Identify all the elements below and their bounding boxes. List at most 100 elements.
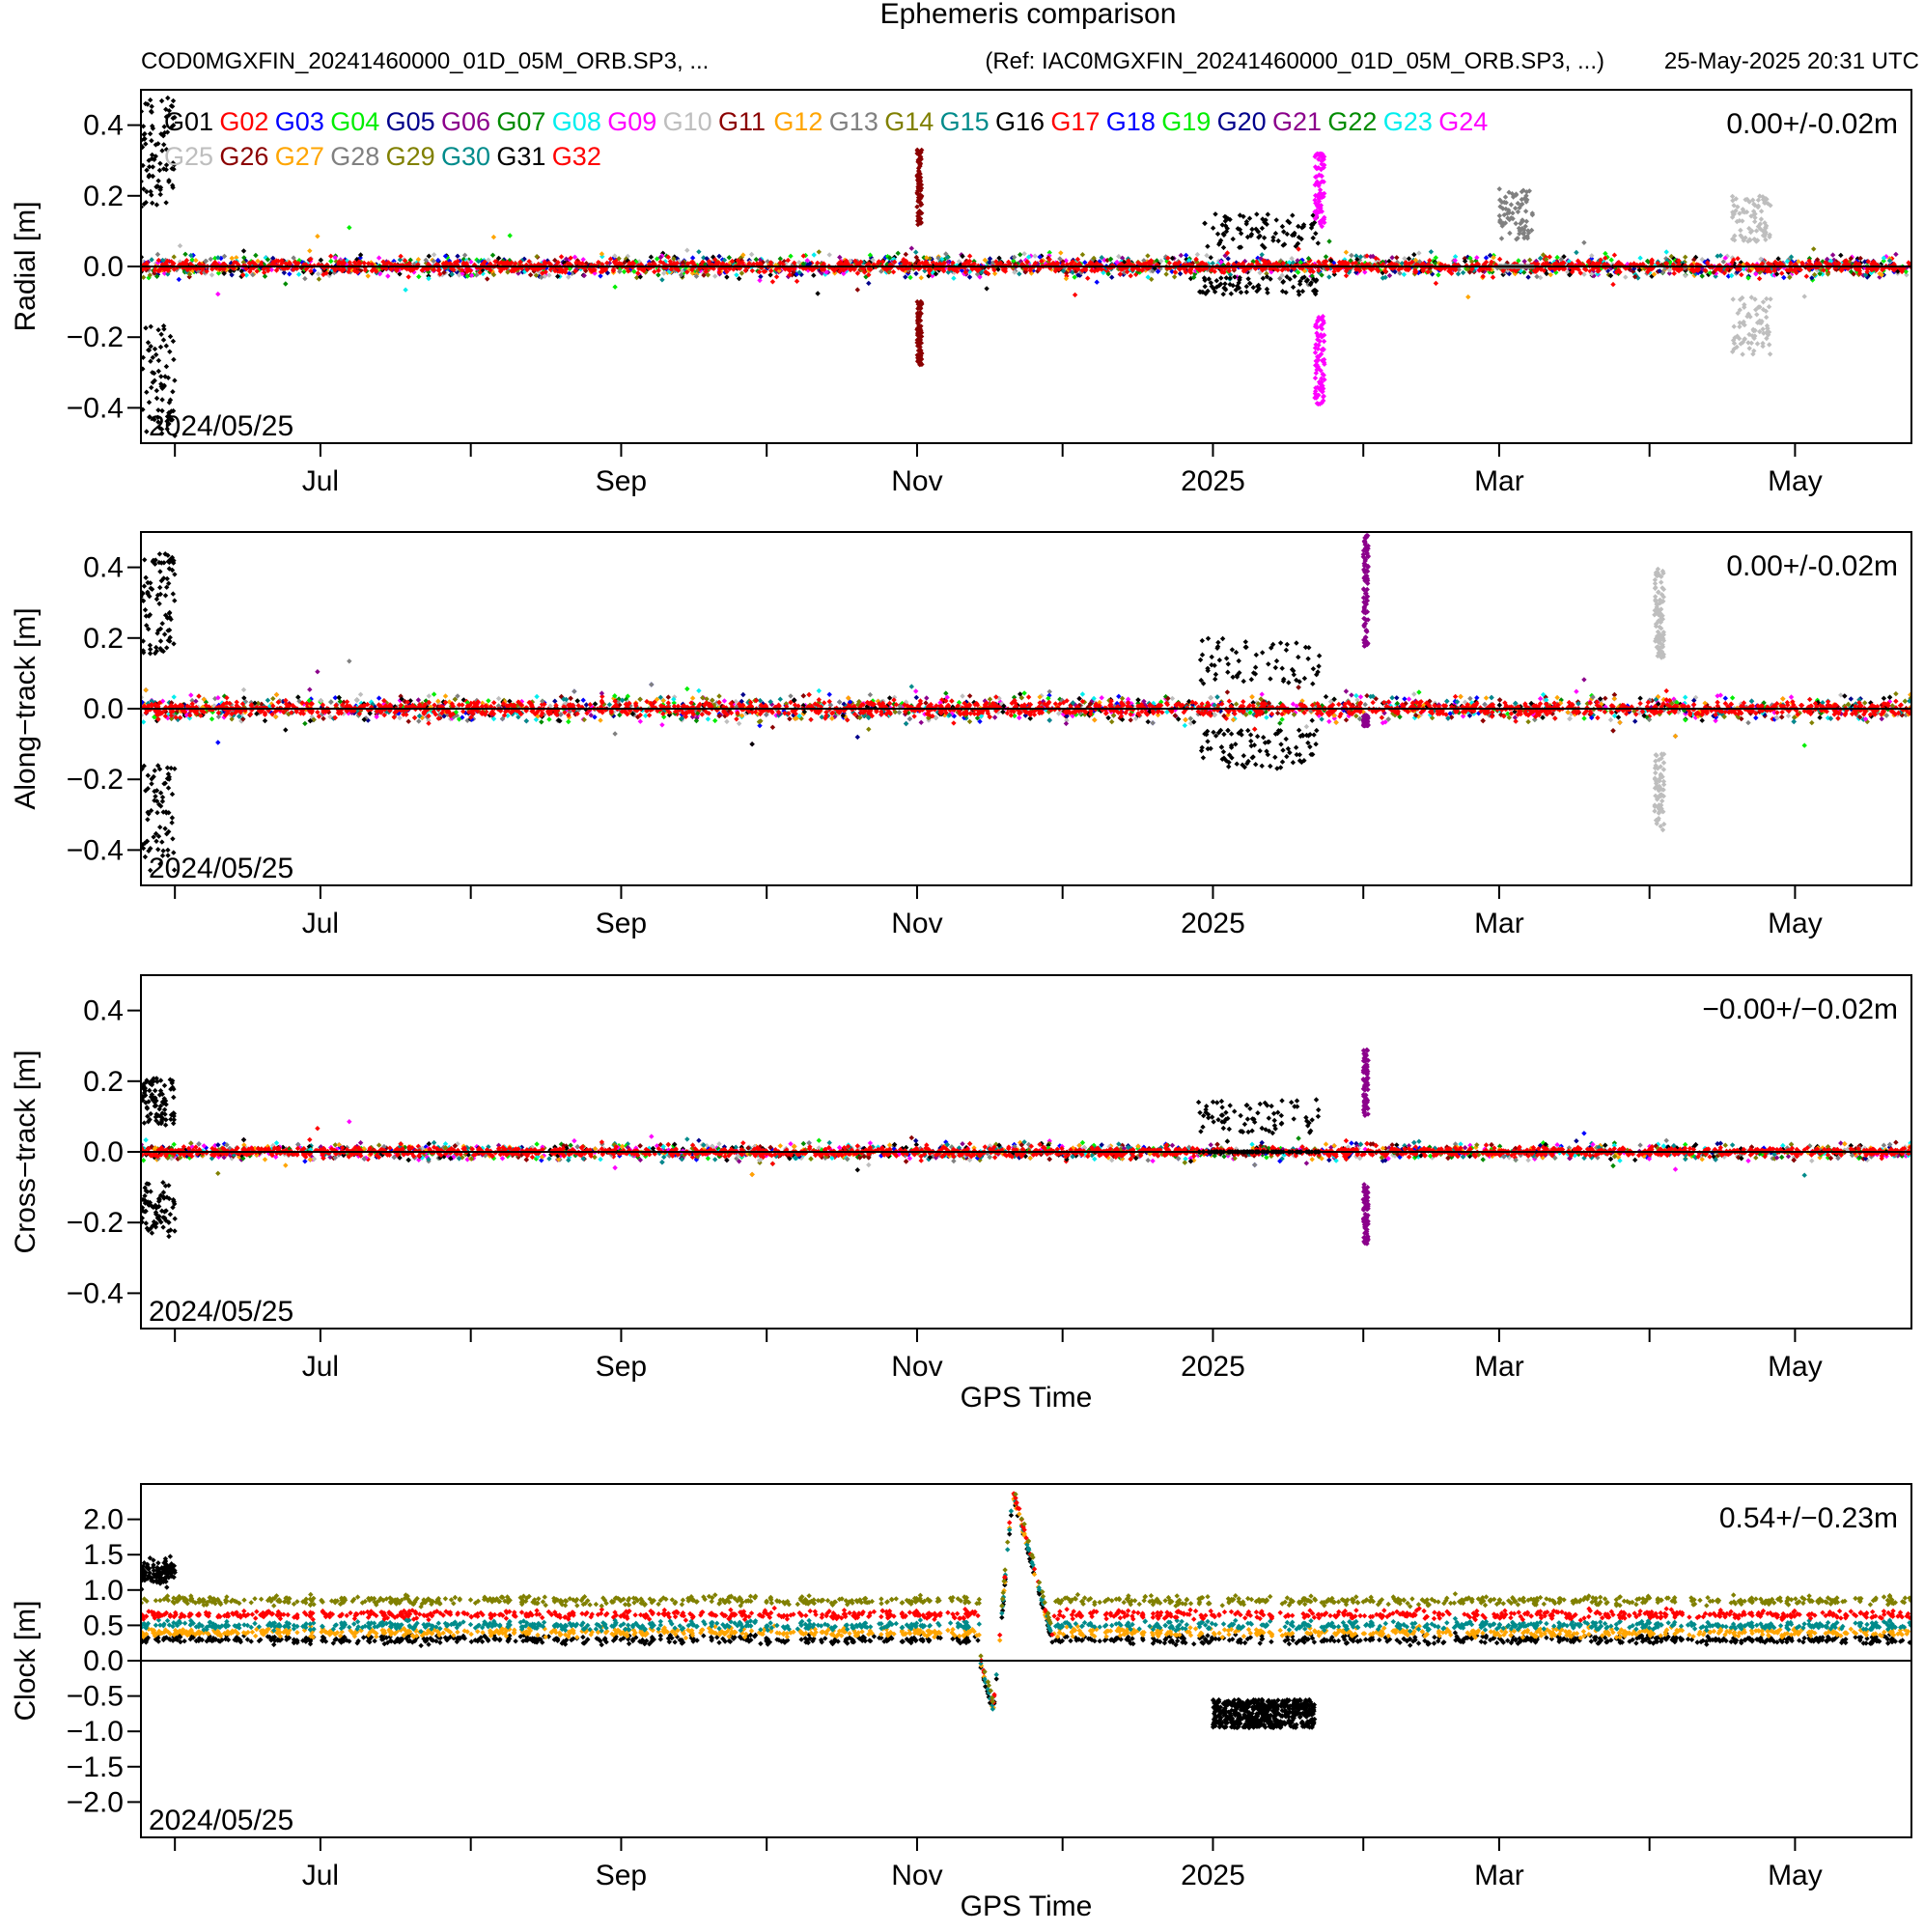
data-point-g12 bbox=[727, 260, 733, 266]
data-point-g09 bbox=[659, 253, 665, 259]
data-point-g20 bbox=[228, 260, 235, 266]
data-point-g01 bbox=[151, 370, 157, 377]
data-point-g01 bbox=[153, 395, 160, 402]
data-point-g32 bbox=[843, 260, 849, 266]
data-point-g22 bbox=[886, 255, 893, 261]
data-point-g32 bbox=[762, 268, 768, 274]
data-point-g32 bbox=[509, 260, 515, 266]
data-point-g10 bbox=[1760, 343, 1766, 350]
data-point-g30 bbox=[945, 269, 951, 275]
data-point-g32 bbox=[1242, 267, 1248, 273]
data-point-g32 bbox=[1342, 259, 1348, 266]
data-point-g31 bbox=[960, 253, 965, 260]
data-point-g23 bbox=[1452, 254, 1459, 260]
data-point-g32 bbox=[1056, 266, 1062, 272]
data-point-g23 bbox=[1881, 255, 1887, 261]
data-point-g32 bbox=[704, 266, 710, 272]
data-point-g31 bbox=[561, 260, 567, 266]
data-point-g01 bbox=[161, 124, 167, 129]
data-point-g10 bbox=[1752, 296, 1758, 302]
data-point-g12 bbox=[490, 234, 497, 240]
data-point-g32 bbox=[567, 261, 573, 267]
data-point-g15 bbox=[944, 254, 950, 261]
data-point-g25 bbox=[712, 273, 718, 279]
data-point-g30 bbox=[696, 249, 702, 255]
x-tick-label: 2025 bbox=[1181, 465, 1245, 497]
data-point-g10 bbox=[1737, 307, 1743, 313]
data-point-g16 bbox=[1206, 276, 1212, 282]
data-point-g32 bbox=[497, 268, 504, 274]
data-point-g11 bbox=[917, 304, 923, 310]
data-point-g16 bbox=[1256, 282, 1262, 289]
data-point-g32 bbox=[558, 254, 565, 260]
data-point-g16 bbox=[1310, 235, 1316, 241]
data-point-g32 bbox=[859, 265, 865, 271]
data-point-g05 bbox=[913, 270, 919, 277]
data-point-g05 bbox=[1077, 272, 1083, 278]
data-point-g25 bbox=[1666, 267, 1673, 273]
data-point-g16 bbox=[1304, 277, 1311, 283]
data-point-g32 bbox=[821, 266, 827, 272]
data-point-g32 bbox=[1779, 270, 1785, 276]
data-point-g10 bbox=[1757, 221, 1764, 227]
data-point-g16 bbox=[1236, 285, 1242, 291]
data-point-g23 bbox=[979, 267, 985, 273]
data-point-g10 bbox=[1742, 301, 1747, 308]
data-point-g03 bbox=[1183, 252, 1189, 259]
data-point-g32 bbox=[1611, 252, 1618, 258]
data-point-g01 bbox=[141, 124, 147, 129]
data-point-g28 bbox=[203, 258, 209, 265]
data-point-g32 bbox=[1538, 266, 1544, 272]
data-point-g27 bbox=[307, 248, 313, 254]
data-point-g11 bbox=[915, 165, 922, 171]
data-point-g16 bbox=[1235, 226, 1241, 232]
data-point-g16 bbox=[1216, 239, 1223, 246]
data-point-g01 bbox=[141, 162, 146, 169]
data-point-g29 bbox=[643, 269, 649, 275]
data-point-g04 bbox=[621, 268, 627, 275]
data-point-g32 bbox=[858, 259, 864, 265]
data-point-g20 bbox=[758, 273, 764, 280]
data-point-g32 bbox=[1890, 266, 1896, 272]
data-point-g13 bbox=[1523, 189, 1530, 195]
data-point-g32 bbox=[1127, 261, 1132, 266]
data-point-g28 bbox=[1011, 254, 1018, 261]
data-point-g08 bbox=[522, 268, 528, 274]
data-point-g24 bbox=[1474, 255, 1480, 261]
data-point-g32 bbox=[1553, 260, 1559, 266]
data-point-g10 bbox=[542, 273, 547, 279]
data-point-g06 bbox=[785, 273, 792, 280]
data-point-g16 bbox=[1236, 280, 1241, 286]
data-point-g32 bbox=[1535, 261, 1541, 267]
data-point-g32 bbox=[1345, 261, 1352, 266]
data-point-g01 bbox=[144, 167, 150, 173]
data-point-g31 bbox=[1354, 256, 1360, 263]
data-point-g16 bbox=[1213, 278, 1219, 284]
y-tick-label: −0.4 bbox=[67, 392, 124, 424]
y-tick-label: 0.4 bbox=[83, 110, 124, 142]
data-point-g06 bbox=[678, 260, 683, 266]
data-point-g11 bbox=[919, 210, 925, 216]
data-point-g32 bbox=[496, 261, 502, 266]
data-point-g32 bbox=[443, 260, 449, 266]
data-point-g31 bbox=[1121, 259, 1128, 266]
data-point-g32 bbox=[1474, 261, 1481, 266]
data-point-g32 bbox=[503, 265, 509, 271]
data-point-g16 bbox=[1264, 221, 1269, 227]
data-point-g32 bbox=[1591, 261, 1598, 267]
data-point-g02 bbox=[262, 269, 267, 276]
data-point-g16 bbox=[1279, 223, 1286, 230]
data-point-g09 bbox=[1315, 337, 1321, 343]
data-point-g09 bbox=[1312, 215, 1319, 222]
data-point-g09 bbox=[1313, 152, 1319, 157]
data-point-g32 bbox=[517, 260, 523, 266]
data-point-g32 bbox=[934, 262, 939, 267]
data-point-g25 bbox=[826, 252, 832, 258]
data-point-g30 bbox=[1574, 249, 1579, 256]
data-point-g13 bbox=[1520, 226, 1525, 232]
data-point-g26 bbox=[1691, 257, 1697, 263]
data-point-g11 bbox=[914, 204, 920, 210]
data-point-g32 bbox=[891, 259, 898, 265]
data-point-g08 bbox=[403, 287, 408, 293]
legend-entry-g09: G09 bbox=[607, 107, 656, 136]
